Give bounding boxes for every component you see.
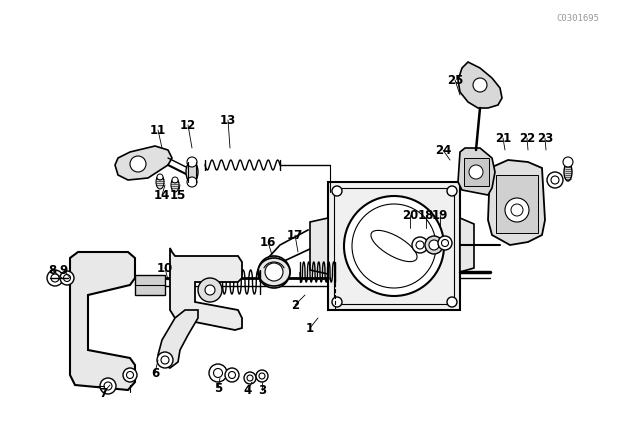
Text: 9: 9 bbox=[60, 263, 68, 276]
Circle shape bbox=[256, 370, 268, 382]
Polygon shape bbox=[458, 62, 502, 108]
Text: 20: 20 bbox=[402, 208, 418, 221]
Circle shape bbox=[47, 270, 63, 286]
Circle shape bbox=[123, 368, 137, 382]
Circle shape bbox=[259, 373, 265, 379]
Circle shape bbox=[344, 196, 444, 296]
Text: 17: 17 bbox=[287, 228, 303, 241]
Circle shape bbox=[265, 263, 283, 281]
Bar bbox=[464, 158, 489, 186]
Circle shape bbox=[473, 78, 487, 92]
Circle shape bbox=[425, 236, 443, 254]
Text: 13: 13 bbox=[220, 113, 236, 126]
Text: 18: 18 bbox=[418, 208, 434, 221]
Circle shape bbox=[130, 156, 146, 172]
Polygon shape bbox=[158, 310, 198, 368]
Polygon shape bbox=[115, 146, 172, 180]
Text: 12: 12 bbox=[180, 119, 196, 132]
Circle shape bbox=[60, 271, 74, 285]
Circle shape bbox=[505, 198, 529, 222]
Polygon shape bbox=[488, 160, 545, 245]
Circle shape bbox=[214, 369, 223, 378]
Circle shape bbox=[447, 186, 457, 196]
Circle shape bbox=[187, 157, 197, 167]
Ellipse shape bbox=[258, 258, 290, 286]
Circle shape bbox=[247, 375, 253, 381]
Circle shape bbox=[157, 352, 173, 368]
Circle shape bbox=[442, 240, 449, 246]
Text: C0301695: C0301695 bbox=[557, 13, 600, 22]
Circle shape bbox=[563, 157, 573, 167]
Bar bbox=[328, 182, 460, 310]
Text: 5: 5 bbox=[214, 382, 222, 395]
Polygon shape bbox=[310, 218, 328, 274]
Circle shape bbox=[63, 275, 70, 281]
Text: 21: 21 bbox=[495, 132, 511, 145]
Circle shape bbox=[266, 264, 282, 280]
Circle shape bbox=[429, 240, 439, 250]
Circle shape bbox=[258, 256, 290, 288]
Text: 14: 14 bbox=[154, 189, 170, 202]
Circle shape bbox=[205, 285, 215, 295]
Circle shape bbox=[511, 204, 523, 216]
Text: 2: 2 bbox=[291, 298, 299, 311]
Text: 4: 4 bbox=[244, 383, 252, 396]
Circle shape bbox=[51, 274, 59, 282]
Circle shape bbox=[225, 368, 239, 382]
Circle shape bbox=[412, 237, 428, 253]
Text: 6: 6 bbox=[151, 366, 159, 379]
Circle shape bbox=[332, 297, 342, 307]
Bar bbox=[135, 275, 165, 295]
Text: 19: 19 bbox=[432, 208, 448, 221]
Circle shape bbox=[161, 356, 169, 364]
Circle shape bbox=[100, 378, 116, 394]
Ellipse shape bbox=[156, 175, 164, 189]
Text: 25: 25 bbox=[447, 73, 463, 86]
Circle shape bbox=[209, 364, 227, 382]
Polygon shape bbox=[170, 248, 242, 330]
Text: 16: 16 bbox=[260, 236, 276, 249]
Ellipse shape bbox=[371, 230, 417, 262]
Circle shape bbox=[104, 382, 112, 390]
Bar bbox=[496, 175, 538, 233]
Polygon shape bbox=[70, 252, 135, 390]
Circle shape bbox=[416, 241, 424, 249]
Ellipse shape bbox=[564, 163, 572, 181]
Text: 10: 10 bbox=[157, 262, 173, 275]
Text: 1: 1 bbox=[306, 322, 314, 335]
Polygon shape bbox=[460, 218, 474, 272]
Circle shape bbox=[438, 236, 452, 250]
Circle shape bbox=[157, 174, 163, 180]
Text: 3: 3 bbox=[258, 383, 266, 396]
Polygon shape bbox=[458, 148, 495, 195]
Text: 22: 22 bbox=[519, 132, 535, 145]
Circle shape bbox=[187, 177, 197, 187]
Circle shape bbox=[228, 371, 236, 379]
Circle shape bbox=[198, 278, 222, 302]
Text: 7: 7 bbox=[99, 387, 107, 400]
Bar bbox=[334, 188, 454, 304]
Circle shape bbox=[547, 172, 563, 188]
Circle shape bbox=[352, 204, 436, 288]
Text: 24: 24 bbox=[435, 143, 451, 156]
Circle shape bbox=[127, 371, 134, 379]
Ellipse shape bbox=[186, 161, 198, 183]
Circle shape bbox=[551, 176, 559, 184]
Text: 15: 15 bbox=[170, 189, 186, 202]
Ellipse shape bbox=[171, 178, 179, 192]
Text: 8: 8 bbox=[48, 263, 56, 276]
Text: 23: 23 bbox=[537, 132, 553, 145]
Circle shape bbox=[332, 186, 342, 196]
Circle shape bbox=[244, 372, 256, 384]
Text: 11: 11 bbox=[150, 124, 166, 137]
Circle shape bbox=[447, 297, 457, 307]
Circle shape bbox=[172, 177, 178, 183]
Circle shape bbox=[469, 165, 483, 179]
